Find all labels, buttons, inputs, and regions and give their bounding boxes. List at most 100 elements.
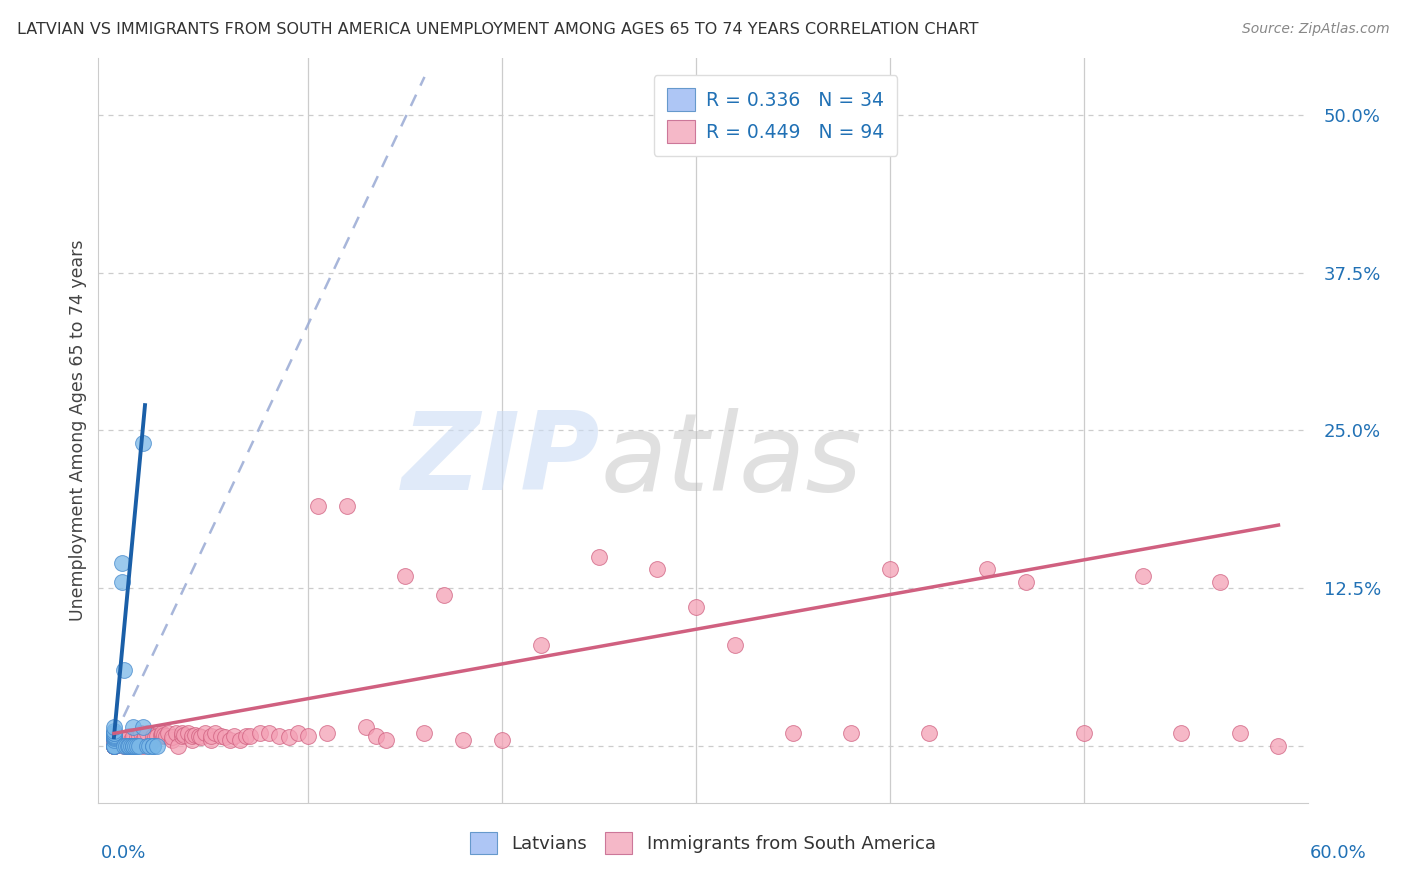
Point	[173, 728, 195, 742]
Point	[170, 729, 193, 743]
Point	[1073, 726, 1095, 740]
Point	[214, 730, 236, 744]
Point	[103, 739, 125, 753]
Point	[124, 739, 146, 753]
Point	[120, 732, 142, 747]
Point	[103, 739, 125, 753]
Point	[122, 720, 145, 734]
Point	[413, 726, 436, 740]
Point	[103, 739, 125, 753]
Point	[138, 739, 160, 753]
Point	[127, 739, 149, 753]
Point	[114, 739, 136, 753]
Point	[103, 739, 125, 753]
Point	[307, 499, 329, 513]
Point	[128, 729, 150, 743]
Point	[364, 729, 387, 743]
Text: 0.0%: 0.0%	[101, 844, 146, 862]
Point	[145, 729, 167, 743]
Point	[122, 732, 145, 747]
Point	[103, 739, 125, 753]
Point	[103, 729, 125, 743]
Point	[103, 730, 125, 744]
Point	[142, 729, 165, 743]
Point	[103, 726, 125, 740]
Point	[149, 728, 172, 742]
Point	[103, 739, 125, 753]
Point	[103, 732, 125, 747]
Point	[1170, 726, 1192, 740]
Point	[249, 726, 271, 740]
Point	[918, 726, 941, 740]
Point	[176, 726, 198, 740]
Point	[103, 729, 125, 743]
Point	[1015, 574, 1038, 589]
Point	[111, 556, 134, 570]
Point	[103, 728, 125, 742]
Point	[122, 739, 145, 753]
Point	[685, 600, 707, 615]
Point	[152, 726, 174, 740]
Point	[157, 726, 180, 740]
Point	[170, 726, 193, 740]
Point	[200, 732, 222, 747]
Point	[155, 729, 177, 743]
Point	[224, 729, 246, 743]
Point	[287, 726, 309, 740]
Point	[103, 739, 125, 753]
Point	[118, 739, 141, 753]
Point	[128, 739, 150, 753]
Point	[257, 726, 280, 740]
Text: atlas: atlas	[600, 408, 862, 513]
Point	[160, 732, 183, 747]
Point	[103, 739, 125, 753]
Point	[188, 729, 211, 743]
Point	[491, 732, 513, 747]
Point	[647, 562, 669, 576]
Point	[336, 499, 359, 513]
Point	[103, 731, 125, 746]
Point	[209, 729, 232, 743]
Point	[782, 726, 804, 740]
Point	[394, 568, 416, 582]
Point	[588, 549, 610, 564]
Point	[453, 732, 475, 747]
Point	[103, 723, 125, 738]
Point	[267, 729, 290, 743]
Point	[112, 739, 135, 753]
Point	[374, 732, 396, 747]
Point	[167, 739, 190, 753]
Point	[122, 739, 145, 753]
Point	[103, 739, 125, 753]
Point	[132, 732, 155, 747]
Point	[112, 663, 135, 677]
Point	[114, 739, 136, 753]
Legend: Latvians, Immigrants from South America: Latvians, Immigrants from South America	[463, 824, 943, 861]
Point	[143, 730, 166, 744]
Point	[180, 732, 202, 747]
Point	[132, 720, 155, 734]
Point	[118, 729, 141, 743]
Point	[277, 730, 299, 744]
Text: 60.0%: 60.0%	[1310, 844, 1367, 862]
Point	[136, 739, 159, 753]
Point	[142, 739, 165, 753]
Point	[165, 726, 187, 740]
Point	[219, 732, 242, 747]
Point	[153, 728, 176, 742]
Point	[117, 739, 139, 753]
Point	[879, 562, 901, 576]
Point	[145, 739, 167, 753]
Point	[297, 729, 319, 743]
Point	[134, 729, 156, 743]
Point	[103, 726, 125, 740]
Point	[117, 730, 139, 744]
Point	[1267, 739, 1289, 753]
Point	[841, 726, 863, 740]
Point	[160, 730, 183, 744]
Point	[103, 730, 125, 744]
Point	[190, 730, 212, 744]
Point	[132, 436, 155, 450]
Point	[142, 732, 165, 747]
Point	[316, 726, 339, 740]
